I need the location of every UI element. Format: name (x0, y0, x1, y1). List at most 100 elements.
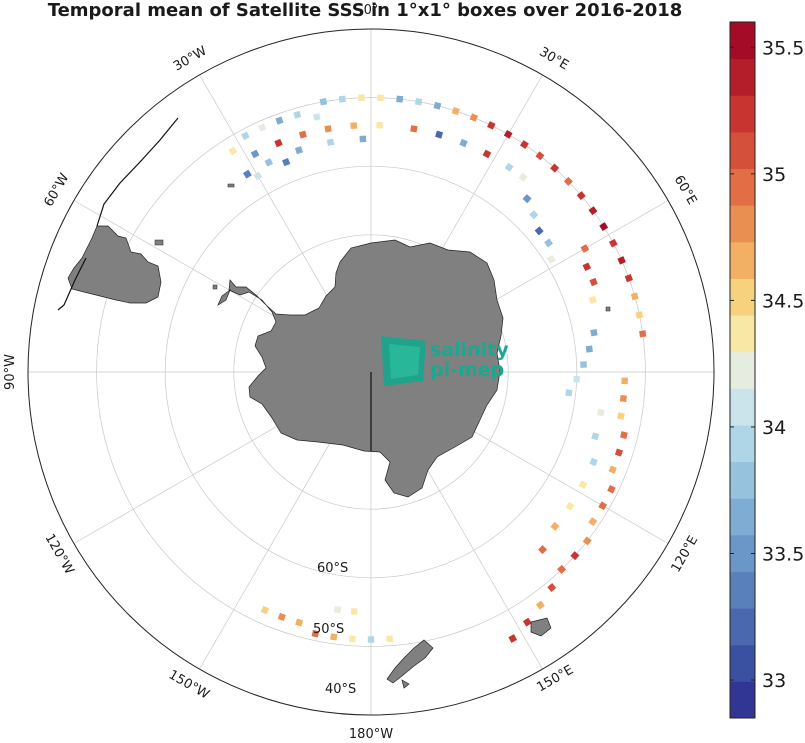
sss-box (573, 375, 580, 383)
logo-line2: pi-mep (430, 359, 504, 381)
sss-box (326, 138, 335, 147)
sss-box (277, 612, 286, 622)
sss-box (565, 389, 573, 397)
colorbar-segment (730, 498, 755, 536)
sss-box (260, 605, 270, 615)
lon-label-30w: 30°W (171, 43, 210, 74)
colorbar-tick-label: 33 (762, 670, 786, 692)
sss-box (324, 125, 332, 133)
sss-box (565, 501, 575, 511)
lat-label-40s: 40°S (325, 682, 356, 697)
antarctica-landmass (228, 239, 504, 498)
latitude-labels: 40°S 50°S 60°S (313, 561, 356, 697)
sss-box (585, 345, 593, 353)
sss-box (367, 636, 375, 643)
tasmania (530, 617, 552, 637)
sss-box (607, 485, 616, 494)
colorbar-segment (730, 58, 755, 96)
sss-box (608, 238, 618, 248)
sss-box (319, 98, 328, 106)
island (605, 306, 611, 312)
sss-box (578, 480, 588, 490)
sss-box (376, 121, 383, 129)
colorbar-tick-label: 34.5 (762, 290, 804, 312)
sss-box (535, 151, 545, 161)
sss-box (582, 262, 592, 272)
island (154, 239, 164, 246)
colorbar-frame (729, 21, 756, 719)
colorbar-segment (730, 241, 755, 279)
sss-box (359, 135, 367, 143)
sss-box (295, 618, 304, 627)
sss-box (228, 146, 238, 156)
colorbar-segment (730, 608, 755, 646)
sss-box (241, 131, 250, 141)
sss-box (522, 617, 532, 627)
sss-box (350, 608, 358, 615)
colorbar-segment (730, 681, 755, 719)
sss-box (596, 408, 605, 417)
south-america-west-coast (57, 117, 179, 311)
colorbar-segment (730, 168, 755, 206)
sss-box (534, 226, 544, 236)
new-zealand-south-island (386, 639, 434, 684)
sss-box (580, 361, 587, 368)
colorbar-segment (730, 534, 755, 572)
sss-box (433, 101, 442, 110)
sss-box (242, 169, 252, 179)
sss-box (311, 629, 320, 638)
sss-box (550, 521, 560, 531)
sss-box (520, 140, 529, 149)
colorbar-tick-label: 35.5 (762, 37, 804, 59)
sss-box (386, 635, 394, 643)
sss-box (538, 545, 548, 555)
new-zealand-stewart-island (401, 679, 410, 689)
sss-box (522, 194, 532, 204)
sss-box (414, 98, 423, 106)
sss-box (330, 633, 338, 641)
sss-box (275, 116, 284, 125)
colorbar-segment (730, 278, 755, 316)
sss-box (253, 171, 263, 181)
sss-box (298, 130, 307, 139)
sss-box (358, 94, 365, 102)
sss-box (451, 106, 460, 116)
sss-box (282, 157, 291, 167)
sss-box (313, 113, 321, 121)
sss-box (630, 292, 639, 301)
lon-label-180w: 180°W (349, 727, 393, 742)
sss-box (535, 600, 545, 610)
sss-box (294, 146, 303, 155)
sss-box (264, 158, 274, 167)
salinity-pi-mep-logo: salinity pi-mep (381, 336, 509, 386)
sss-box (529, 210, 539, 220)
sss-box (589, 277, 598, 287)
sss-box (614, 448, 623, 457)
sss-box (518, 172, 528, 182)
sss-box (620, 431, 628, 439)
sss-box (598, 501, 608, 511)
colorbar (730, 22, 755, 719)
sss-box (591, 432, 600, 441)
sss-box (544, 238, 554, 248)
sss-box (410, 125, 418, 133)
page-title: Temporal mean of Satellite SSS in 1°x1° … (47, 0, 683, 21)
antarctic-peninsula (217, 288, 231, 306)
meridian-300 (73, 200, 312, 339)
colorbar-segment (730, 95, 755, 133)
sss-box (589, 457, 598, 467)
colorbar-segment (730, 644, 755, 682)
meridian-210 (199, 431, 338, 670)
sss-box (557, 564, 567, 574)
sss-box (508, 634, 518, 643)
sss-box (547, 582, 557, 592)
lon-label-90w: 90°W (3, 354, 18, 390)
sss-box (546, 254, 556, 264)
sss-boxes (228, 94, 647, 643)
sss-box (293, 110, 302, 119)
sss-box (274, 138, 283, 148)
sss-box (576, 191, 586, 201)
sss-box (608, 465, 617, 474)
sss-box (624, 274, 633, 283)
sss-box (635, 311, 644, 319)
